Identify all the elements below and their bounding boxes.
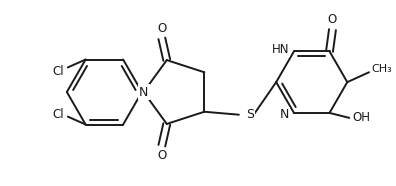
Text: CH₃: CH₃: [371, 64, 392, 74]
Text: S: S: [246, 108, 254, 121]
Text: O: O: [157, 22, 166, 35]
Text: Cl: Cl: [52, 108, 64, 121]
Text: O: O: [328, 13, 337, 26]
Text: HN: HN: [272, 43, 289, 56]
Text: OH: OH: [352, 111, 370, 124]
Text: Cl: Cl: [52, 65, 64, 78]
Text: O: O: [157, 149, 166, 162]
Text: N: N: [280, 108, 289, 121]
Text: N: N: [139, 86, 148, 99]
